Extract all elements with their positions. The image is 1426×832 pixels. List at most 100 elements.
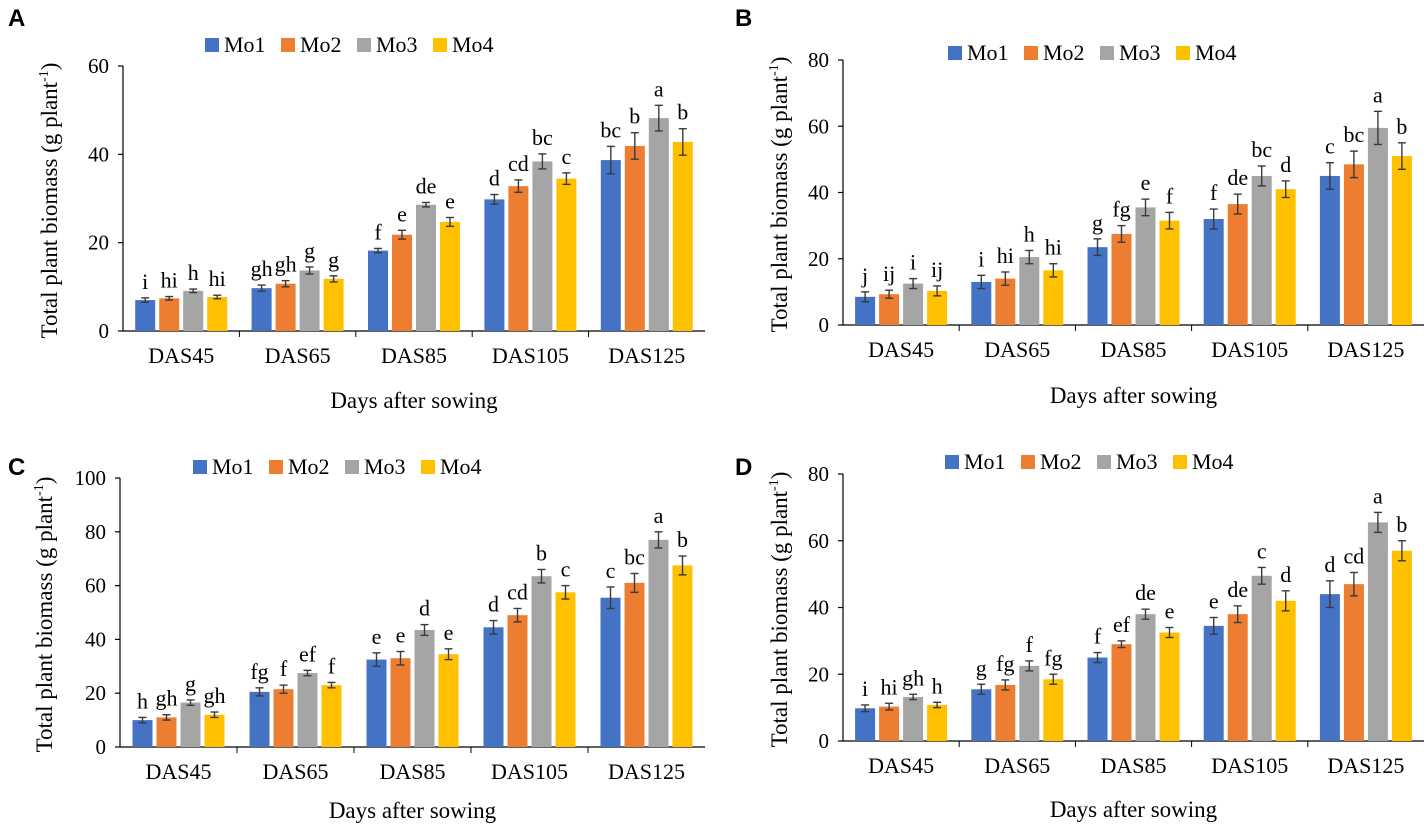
bar-mo4-das105 [1275,189,1296,325]
significance-letter: d [1280,562,1291,587]
y-tick-label: 40 [808,596,829,620]
significance-letter: d [419,596,430,621]
significance-letter: ij [883,261,895,286]
x-axis-title: Days after sowing [1050,797,1218,822]
significance-letter: f [1166,183,1174,208]
y-tick-label: 0 [96,735,107,759]
significance-letter: e [397,201,407,226]
significance-letter: f [374,219,382,244]
bar-mo3-das45 [903,696,924,741]
panel-letter: A [8,5,25,32]
x-category-label: DAS65 [984,753,1050,778]
bar-mo4-das65 [323,278,344,331]
y-axis-title-superscript: -1 [767,64,782,76]
significance-letter: b [1396,512,1407,537]
legend-swatch-mo1 [193,460,207,474]
bar-mo4-das125 [672,565,693,747]
y-axis-title-text: Total plant biomass (g plant [767,490,792,747]
y-axis-title: Total plant biomass (g plant-1) [32,477,57,753]
bar-mo1-das45 [855,708,876,741]
significance-letter: e [1209,589,1219,614]
bar-mo3-das85 [1135,614,1156,741]
x-category-label: DAS125 [1327,753,1404,778]
y-tick-label: 60 [85,574,106,598]
bar-mo3-das125 [1367,127,1388,325]
x-category-label: DAS45 [148,343,214,368]
x-category-label: DAS65 [262,759,328,784]
legend-label-mo1: Mo1 [212,454,254,479]
bar-mo1-das85 [366,659,387,747]
significance-letter: ef [299,641,317,666]
bar-mo2-das125 [624,582,645,747]
significance-letter: gh [902,665,924,690]
significance-letter: h [188,260,199,285]
y-tick-label: 0 [819,313,830,337]
y-axis-title-text: Total plant biomass (g plant [767,75,792,332]
significance-letter: c [561,557,571,582]
bar-mo4-das45 [207,296,228,331]
y-axis-title-superscript: -1 [37,70,52,82]
y-tick-label: 20 [85,681,106,705]
y-tick-label: 80 [808,48,829,72]
significance-letter: h [932,673,943,698]
legend-label-mo1: Mo1 [967,40,1009,65]
legend-swatch-mo2 [1021,455,1035,469]
bar-mo1-das65 [971,281,992,325]
bar-mo2-das45 [159,298,180,331]
significance-letter: e [1141,170,1151,195]
significance-letter: hi [881,674,898,699]
significance-letter: fg [1044,645,1062,670]
bar-mo2-das105 [507,615,528,747]
y-tick-label: 40 [808,181,829,205]
significance-letter: c [606,558,616,583]
y-axis-title: Total plant biomass (g plant-1) [37,63,62,339]
significance-letter: d [1280,152,1291,177]
legend-swatch-mo4 [1173,455,1187,469]
legend-label-mo1: Mo1 [964,449,1006,474]
y-tick-label: 20 [88,231,109,255]
legend-label-mo2: Mo2 [1040,449,1082,474]
bar-mo3-das105 [532,161,553,331]
bar-mo2-das85 [1111,644,1132,741]
legend-swatch-mo2 [1024,46,1038,60]
bar-mo4-das125 [1391,156,1412,325]
x-category-label: DAS85 [1100,753,1166,778]
significance-letter: e [1165,599,1175,624]
significance-letter: bc [624,544,645,569]
bar-mo1-das65 [249,691,270,747]
significance-letter: d [489,166,500,191]
x-category-label: DAS85 [379,759,445,784]
bar-mo1-das65 [251,288,272,331]
significance-letter: c [562,144,572,169]
significance-letter: a [654,503,664,528]
bar-mo2-das65 [275,283,296,331]
significance-letter: g [304,238,315,263]
legend-swatch-mo3 [1097,455,1111,469]
bar-mo3-das105 [1251,175,1272,325]
bar-mo3-das85 [1135,207,1156,325]
significance-letter: b [629,104,640,129]
y-tick-label: 20 [808,247,829,271]
significance-letter: i [910,250,916,275]
significance-letter: f [1026,632,1034,657]
significance-letter: gh [156,686,178,711]
significance-letter: j [861,263,868,288]
x-category-label: DAS45 [868,337,934,362]
significance-letter: g [1092,210,1103,235]
bar-mo3-das45 [183,290,204,331]
significance-letter: g [976,655,987,680]
significance-letter: fg [1112,197,1130,222]
legend: Mo1 Mo2 Mo3 Mo4 [193,454,482,479]
bar-mo4-das65 [1043,270,1064,325]
bar-mo2-das45 [156,717,177,747]
y-tick-label: 40 [88,142,109,166]
bar-mo3-das65 [1019,257,1040,325]
legend-label-mo4: Mo4 [452,32,494,57]
x-category-label: DAS105 [492,343,569,368]
significance-letter: e [445,188,455,213]
significance-letter: ef [1113,612,1131,637]
bar-mo3-das65 [1019,665,1040,741]
bar-mo2-das65 [995,278,1016,325]
